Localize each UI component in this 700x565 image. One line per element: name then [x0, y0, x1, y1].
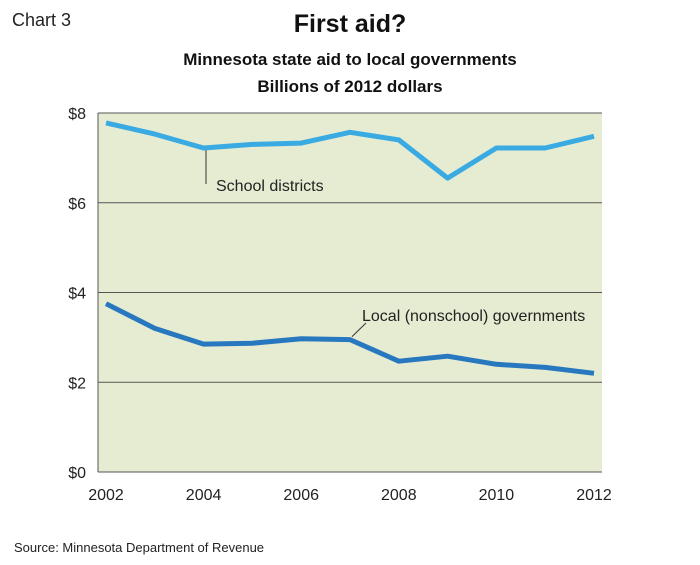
x-tick-label: 2006 — [283, 487, 319, 504]
y-tick-label: $6 — [68, 196, 86, 213]
y-tick-label: $0 — [68, 465, 86, 482]
x-tick-label: 2012 — [576, 487, 612, 504]
y-tick-label: $8 — [68, 106, 86, 123]
series-lines — [104, 120, 595, 376]
x-tick-label: 2002 — [88, 487, 124, 504]
series-annotations: School districts Local (nonschool) govern… — [205, 150, 585, 337]
school-districts-label: School districts — [216, 178, 324, 195]
gridlines — [97, 112, 602, 473]
chart-units: Billions of 2012 dollars — [257, 77, 443, 96]
x-axis-tick-labels: 2002 2004 2006 2008 2010 2012 — [88, 487, 612, 504]
local-governments-leader — [351, 322, 367, 337]
y-tick-label: $4 — [68, 286, 86, 303]
school-districts-line — [105, 120, 595, 181]
chart-subtitle: Minnesota state aid to local governments — [183, 50, 517, 69]
source-note: Source: Minnesota Department of Revenue — [14, 540, 265, 555]
x-tick-label: 2008 — [381, 487, 417, 504]
chart-number-label: Chart 3 — [12, 10, 72, 30]
y-tick-label: $2 — [68, 375, 86, 392]
local-governments-line — [104, 301, 595, 376]
x-tick-label: 2010 — [479, 487, 515, 504]
y-axis-tick-labels: $0 $2 $4 $6 $8 — [68, 106, 86, 482]
local-governments-label: Local (nonschool) governments — [362, 308, 585, 325]
x-tick-label: 2004 — [186, 487, 222, 504]
chart-title: First aid? — [293, 10, 407, 38]
